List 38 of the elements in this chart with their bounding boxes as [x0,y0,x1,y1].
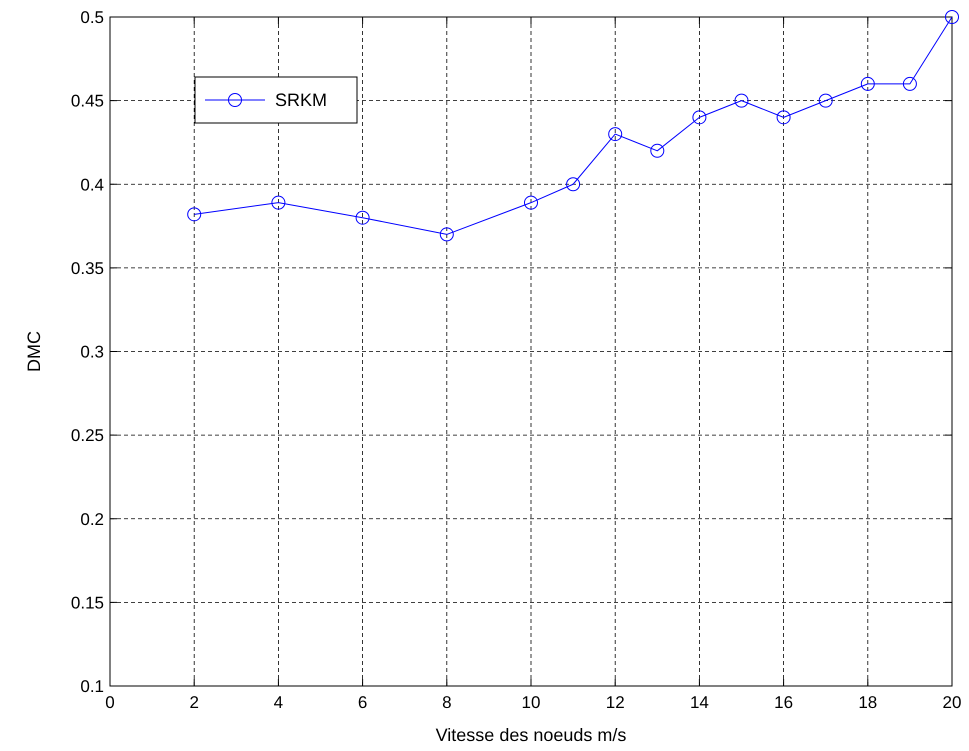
point [524,196,538,210]
x-tick-label: 20 [942,693,962,712]
point [608,127,622,142]
point [818,94,833,108]
x-tick-label: 8 [442,693,452,712]
point [566,177,580,192]
x-tick-label: 6 [358,693,368,712]
y-tick-label: 0.3 [80,342,104,362]
y-tick-label: 0.45 [70,92,104,111]
point [860,76,875,91]
point [734,94,748,108]
point [440,227,454,242]
x-tick-label: 2 [189,693,199,712]
y-tick-label: 0.35 [70,258,104,278]
y-tick-label: 0.15 [70,593,104,612]
x-tick-label: 14 [690,693,709,712]
x-tick-label: 10 [522,693,540,712]
point [902,76,917,91]
x-axis-title: Vitesse des noeuds m/s [436,725,626,745]
legend-label: SRKM [275,90,328,110]
y-tick-label: 0.4 [80,175,104,194]
y-axis-title: DMC [24,331,44,372]
y-tick-label: 0.1 [80,677,104,696]
point [692,110,706,124]
x-tick-label: 16 [774,693,794,712]
x-tick-label: 0 [105,693,115,712]
point [187,207,202,222]
point [271,196,286,210]
point [945,10,959,24]
y-tick-label: 0.5 [80,8,104,27]
y-tick-label: 0.25 [70,426,104,446]
y-tick-label: 0.2 [80,510,104,529]
x-tick-label: 18 [858,693,878,712]
x-tick-label: 4 [274,693,284,712]
point [356,210,370,225]
point [776,110,791,124]
point [650,144,664,158]
x-tick-label: 12 [606,693,625,712]
